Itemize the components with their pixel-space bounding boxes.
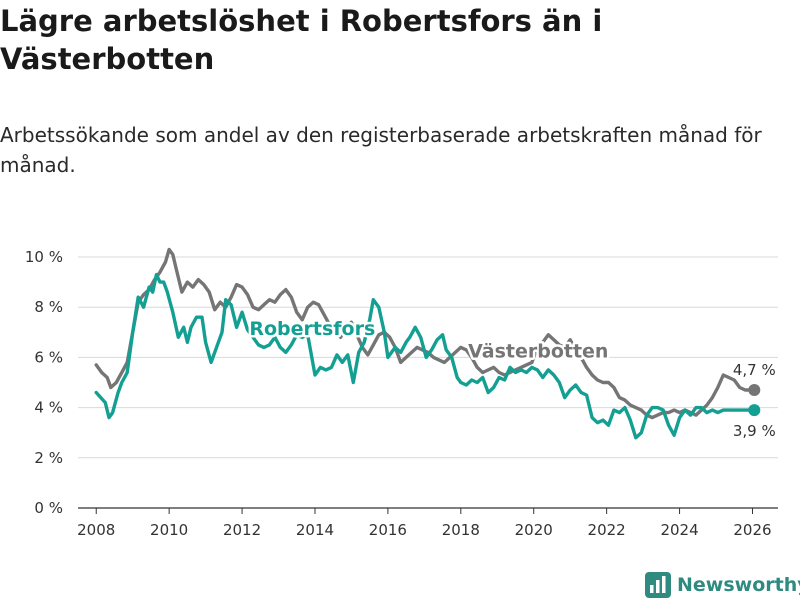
y-tick-label: 8 % <box>34 298 63 316</box>
y-tick-label: 4 % <box>34 399 63 417</box>
series-label: Robertsfors <box>249 318 375 340</box>
y-tick-label: 0 % <box>34 499 63 517</box>
chart-title: Lägre arbetslöshet i Robertsfors än i Vä… <box>0 4 603 76</box>
newsworthy-logo[interactable]: Newsworthy <box>645 570 800 600</box>
bar-chart-icon <box>645 572 671 598</box>
series-line-robertsfors <box>94 272 756 440</box>
y-tick-label: 6 % <box>34 348 63 366</box>
annotations: Robertsfors Västerbotten 4,7 % 3,9 % <box>247 315 778 442</box>
x-tick-label: 2020 <box>515 521 553 539</box>
end-point-västerbotten <box>748 384 761 397</box>
x-tick-label: 2016 <box>369 521 407 539</box>
axes: 0 % 2 % 4 % 6 % 8 % 10 % 2008 2010 2012 2014 2016 2… <box>25 248 778 539</box>
chart-subtitle: Arbetssökande som andel av den registerb… <box>0 123 762 177</box>
end-value-label: 3,9 % <box>733 422 776 440</box>
end-point-robertsfors <box>748 404 761 417</box>
x-tick-label: 2026 <box>733 521 771 539</box>
x-tick-label: 2018 <box>442 521 480 539</box>
x-tick-label: 2014 <box>296 521 334 539</box>
x-tick-label: 2012 <box>223 521 261 539</box>
end-value-label: 4,7 % <box>733 361 776 379</box>
x-tick-label: 2008 <box>77 521 115 539</box>
series-line-västerbotten <box>94 247 756 420</box>
brand-name: Newsworthy <box>677 574 800 596</box>
series-lines <box>94 247 761 440</box>
series-label: Västerbotten <box>468 340 608 362</box>
x-tick-label: 2024 <box>660 521 698 539</box>
y-tick-label: 10 % <box>25 248 63 266</box>
x-tick-label: 2022 <box>588 521 626 539</box>
x-tick-label: 2010 <box>150 521 188 539</box>
y-tick-label: 2 % <box>34 449 63 467</box>
